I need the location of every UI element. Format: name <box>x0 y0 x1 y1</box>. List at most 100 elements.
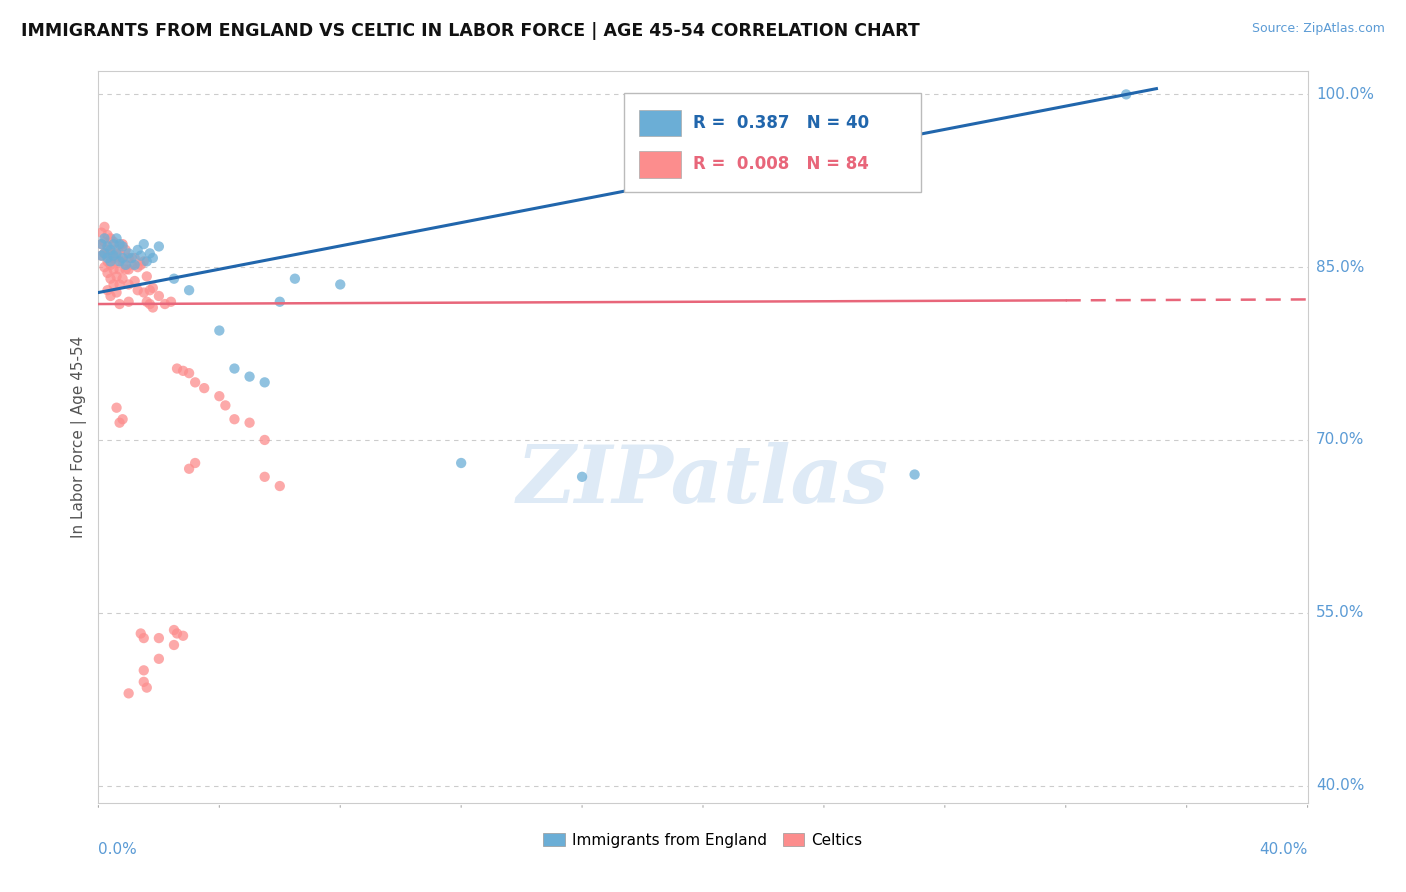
Point <box>90 237 112 252</box>
Point <box>132 663 155 677</box>
Point <box>214 398 236 412</box>
Point <box>93 219 115 234</box>
Point <box>172 629 194 643</box>
Point <box>124 251 146 265</box>
Point <box>118 277 141 292</box>
Point <box>239 369 262 384</box>
Point <box>148 289 170 303</box>
Point <box>124 274 146 288</box>
Point <box>253 433 276 447</box>
Point <box>100 289 122 303</box>
Point <box>132 674 155 689</box>
Point <box>148 631 170 645</box>
Text: 40.0%: 40.0% <box>1260 842 1308 856</box>
Point <box>103 277 125 292</box>
Text: 40.0%: 40.0% <box>1316 778 1364 793</box>
Point <box>132 254 155 268</box>
Point <box>184 376 207 390</box>
Point <box>269 479 291 493</box>
Text: R =  0.387   N = 40: R = 0.387 N = 40 <box>693 114 869 132</box>
Point <box>163 638 186 652</box>
Point <box>193 381 215 395</box>
Point <box>269 294 291 309</box>
Point <box>105 246 128 260</box>
Point <box>111 239 134 253</box>
Point <box>179 462 201 476</box>
Point <box>153 297 176 311</box>
Point <box>111 412 134 426</box>
Point <box>179 366 201 380</box>
Point <box>96 283 118 297</box>
Point <box>129 258 152 272</box>
Point <box>135 294 157 309</box>
Point <box>1115 87 1137 102</box>
Point <box>135 254 157 268</box>
Point <box>163 271 186 285</box>
Point <box>132 237 155 252</box>
Point <box>108 277 131 292</box>
Point <box>118 294 141 309</box>
Point <box>118 251 141 265</box>
Text: 85.0%: 85.0% <box>1316 260 1364 275</box>
Point <box>139 283 162 297</box>
Point <box>108 262 131 277</box>
Point <box>135 269 157 284</box>
Point <box>103 262 125 277</box>
Point <box>129 626 152 640</box>
Point <box>142 301 165 315</box>
Point <box>111 271 134 285</box>
Point <box>108 416 131 430</box>
Point <box>90 249 112 263</box>
Point <box>179 283 201 297</box>
Point <box>166 361 188 376</box>
Point <box>100 271 122 285</box>
Point <box>121 258 143 272</box>
Point <box>114 258 136 272</box>
Point <box>121 251 143 265</box>
Point <box>105 243 128 257</box>
Point <box>105 269 128 284</box>
FancyBboxPatch shape <box>638 152 682 178</box>
Point <box>239 416 262 430</box>
Point <box>148 652 170 666</box>
Point <box>132 631 155 645</box>
Point <box>142 281 165 295</box>
Point <box>108 237 131 252</box>
Point <box>103 235 125 249</box>
Point <box>904 467 927 482</box>
Point <box>100 258 122 272</box>
Point <box>127 260 149 275</box>
Text: 70.0%: 70.0% <box>1316 433 1364 448</box>
Point <box>108 297 131 311</box>
Text: IMMIGRANTS FROM ENGLAND VS CELTIC IN LABOR FORCE | AGE 45-54 CORRELATION CHART: IMMIGRANTS FROM ENGLAND VS CELTIC IN LAB… <box>21 22 920 40</box>
Point <box>100 246 122 260</box>
Point <box>105 254 128 268</box>
Point <box>103 251 125 265</box>
Point <box>93 246 115 260</box>
Point <box>139 297 162 311</box>
FancyBboxPatch shape <box>638 110 682 136</box>
Point <box>93 260 115 275</box>
Text: Source: ZipAtlas.com: Source: ZipAtlas.com <box>1251 22 1385 36</box>
Point <box>90 226 112 240</box>
Point <box>96 254 118 268</box>
Point <box>166 626 188 640</box>
Point <box>253 376 276 390</box>
Text: R =  0.008   N = 84: R = 0.008 N = 84 <box>693 155 869 173</box>
Point <box>111 251 134 265</box>
Point <box>96 239 118 253</box>
Point <box>118 262 141 277</box>
Legend: Immigrants from England, Celtics: Immigrants from England, Celtics <box>537 827 869 854</box>
Point <box>253 470 276 484</box>
Point <box>135 681 157 695</box>
Point <box>127 243 149 257</box>
Point <box>93 231 115 245</box>
Point <box>111 254 134 268</box>
Point <box>103 249 125 263</box>
Point <box>96 266 118 280</box>
Y-axis label: In Labor Force | Age 45-54: In Labor Force | Age 45-54 <box>72 336 87 538</box>
Point <box>114 262 136 277</box>
Point <box>208 389 231 403</box>
Point <box>90 249 112 263</box>
Point <box>111 237 134 252</box>
